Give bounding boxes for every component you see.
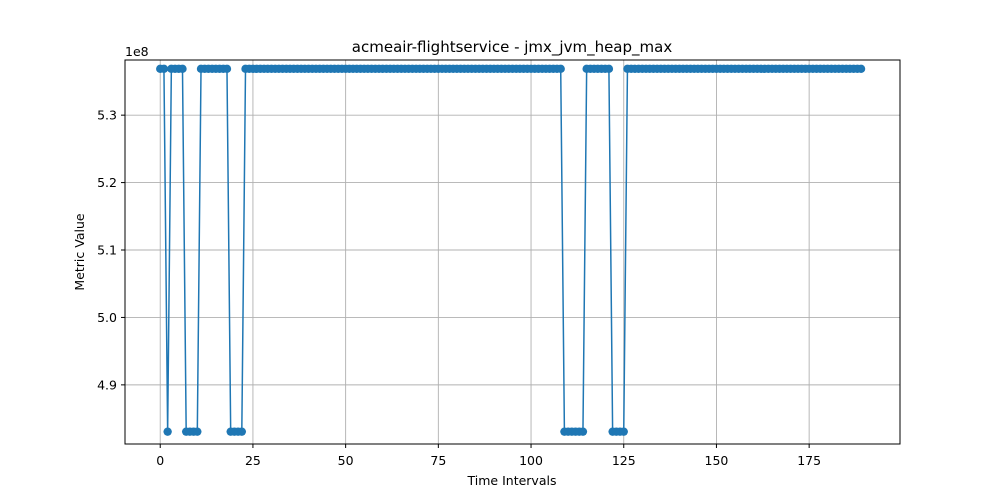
- x-tick-label: 25: [245, 453, 261, 468]
- y-tick-label: 5.3: [97, 108, 117, 123]
- data-point: [159, 64, 169, 74]
- data-point: [178, 64, 187, 74]
- x-tick-label: 150: [705, 453, 729, 468]
- x-tick-label: 0: [156, 453, 164, 468]
- y-tick-label: 5.2: [97, 175, 117, 190]
- data-point: [237, 427, 247, 436]
- y-tick-label: 5.1: [97, 243, 117, 258]
- y-axis-label: Metric Value: [72, 213, 87, 290]
- series-layer: [156, 64, 866, 436]
- data-point: [163, 427, 172, 436]
- chart-title: acmeair-flightservice - jmx_jvm_heap_max: [352, 38, 673, 57]
- grid: [125, 60, 900, 444]
- data-point: [604, 64, 614, 74]
- x-tick-label: 175: [797, 453, 821, 468]
- data-point: [578, 427, 588, 436]
- x-tick-label: 75: [430, 453, 446, 468]
- data-point: [193, 427, 202, 436]
- data-point: [222, 64, 232, 74]
- x-tick-label: 100: [519, 453, 543, 468]
- data-point: [856, 64, 866, 74]
- plot-frame: [124, 59, 901, 445]
- x-axis-label: Time Intervals: [467, 473, 557, 488]
- data-point: [619, 427, 628, 436]
- data-point: [556, 64, 565, 74]
- y-axis-offset-label: 1e8: [125, 44, 149, 59]
- ticks: 0 25 50 75 100 125 150 175 4.9 5.0 5.1 5.2 5.3: [97, 108, 821, 468]
- y-tick-label: 4.9: [97, 377, 117, 392]
- x-tick-label: 50: [338, 453, 354, 468]
- y-tick-label: 5.0: [97, 310, 117, 325]
- x-tick-label: 125: [612, 453, 636, 468]
